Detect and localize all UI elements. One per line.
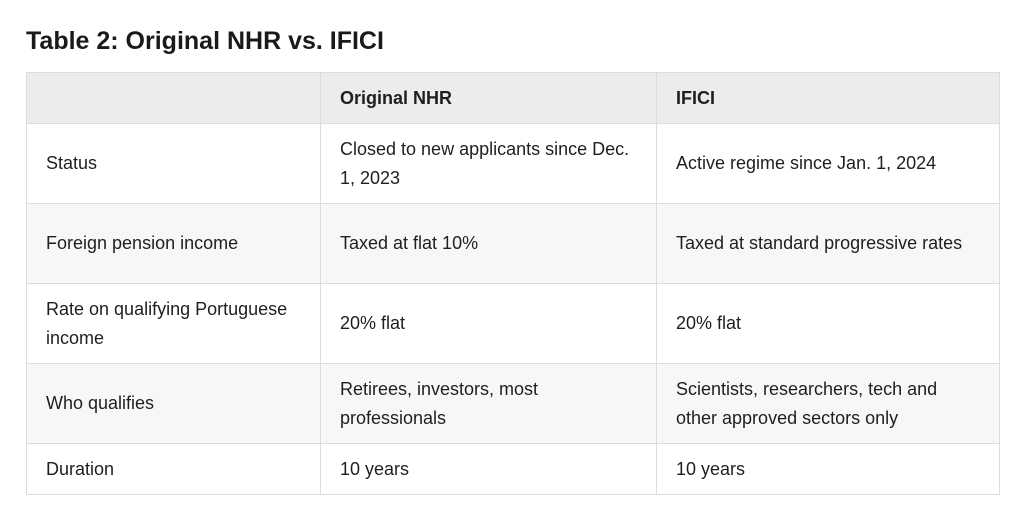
ifici-cell: Active regime since Jan. 1, 2024 [656, 123, 1000, 204]
row-label-cell: Foreign pension income [26, 203, 321, 284]
comparison-table: Original NHR IFICI Status Closed to new … [26, 72, 1000, 495]
table-title: Table 2: Original NHR vs. IFICI [26, 27, 384, 55]
header-cell-original-nhr: Original NHR [320, 72, 657, 124]
ifici-cell: Scientists, researchers, tech and other … [656, 363, 1000, 444]
table-row: Status Closed to new applicants since De… [26, 123, 1000, 204]
table-row: Who qualifies Retirees, investors, most … [26, 363, 1000, 444]
original-nhr-cell: Taxed at flat 10% [320, 203, 657, 284]
table-row: Duration 10 years 10 years [26, 443, 1000, 495]
table-row: Foreign pension income Taxed at flat 10%… [26, 203, 1000, 284]
row-label-cell: Who qualifies [26, 363, 321, 444]
header-cell-ifici: IFICI [656, 72, 1000, 124]
ifici-cell: 20% flat [656, 283, 1000, 364]
original-nhr-cell: 10 years [320, 443, 657, 495]
original-nhr-cell: Retirees, investors, most professionals [320, 363, 657, 444]
table-row: Rate on qualifying Portuguese income 20%… [26, 283, 1000, 364]
row-label-cell: Status [26, 123, 321, 204]
ifici-cell: Taxed at standard progressive rates [656, 203, 1000, 284]
table-header-row: Original NHR IFICI [26, 72, 1000, 124]
original-nhr-cell: 20% flat [320, 283, 657, 364]
original-nhr-cell: Closed to new applicants since Dec. 1, 2… [320, 123, 657, 204]
row-label-cell: Duration [26, 443, 321, 495]
header-cell-feature [26, 72, 321, 124]
ifici-cell: 10 years [656, 443, 1000, 495]
row-label-cell: Rate on qualifying Portuguese income [26, 283, 321, 364]
